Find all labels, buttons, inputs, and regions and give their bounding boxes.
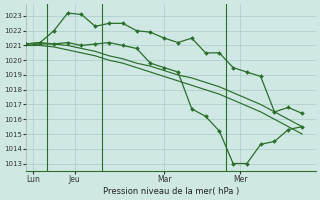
X-axis label: Pression niveau de la mer( hPa ): Pression niveau de la mer( hPa ) bbox=[103, 187, 239, 196]
